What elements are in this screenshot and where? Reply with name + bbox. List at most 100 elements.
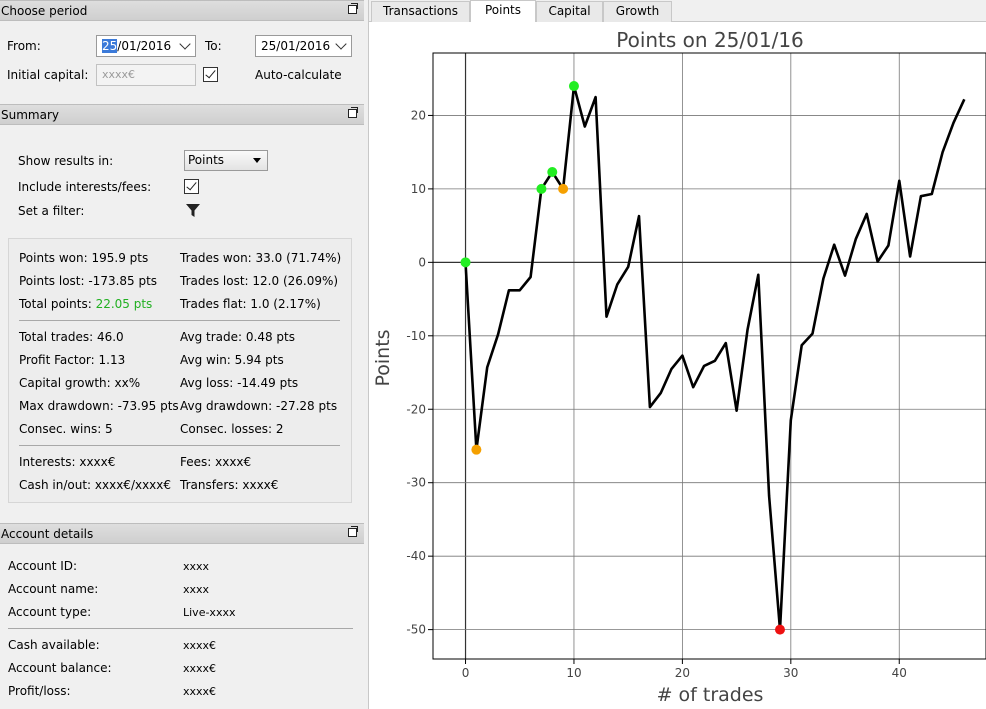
y-tick-label: -40 — [406, 549, 426, 563]
avg-trade: Avg trade: 0.48 pts — [180, 330, 295, 344]
cash-available-value: xxxx€ — [183, 639, 217, 652]
from-date-input[interactable]: 25/01/2016 — [96, 35, 196, 57]
y-tick-label: 10 — [411, 182, 426, 196]
trades-lost: Trades lost: 12.0 (26.09%) — [180, 274, 339, 288]
points-lost: Points lost: -173.85 pts — [19, 274, 158, 288]
chart-panel: Transactions Points Capital Growth 0 10 20… — [368, 0, 986, 709]
account-name-label: Account name: — [8, 582, 99, 596]
dropdown-arrow-icon — [253, 158, 261, 163]
show-results-label: Show results in: — [18, 154, 114, 168]
loss-marker — [471, 444, 482, 455]
tab-capital[interactable]: Capital — [536, 1, 603, 22]
avg-drawdown: Avg drawdown: -27.28 pts — [180, 399, 338, 413]
account-balance-label: Account balance: — [8, 661, 112, 675]
x-tick-label: 40 — [892, 666, 907, 680]
consec-losses: Consec. losses: 2 — [180, 422, 284, 436]
undock-icon[interactable] — [348, 3, 358, 14]
y-tick-label: -10 — [406, 329, 426, 343]
show-results-value: Points — [188, 153, 225, 167]
account-balance-value: xxxx€ — [183, 662, 217, 675]
chart-grid — [433, 53, 986, 659]
x-tick-label: 0 — [462, 666, 470, 680]
initial-capital-label: Initial capital: — [7, 68, 89, 82]
from-date-rest: /01/2016 — [117, 39, 172, 53]
undock-icon[interactable] — [348, 107, 358, 118]
tab-transactions[interactable]: Transactions — [371, 1, 470, 22]
initial-capital-input[interactable]: xxxx€ — [96, 64, 196, 86]
account-type-label: Account type: — [8, 605, 92, 619]
x-axis-label: # of trades — [657, 684, 764, 706]
interests: Interests: xxxx€ — [19, 455, 116, 469]
auto-calculate-checkbox[interactable] — [203, 67, 218, 82]
include-interests-checkbox[interactable] — [184, 179, 199, 194]
undock-icon[interactable] — [348, 526, 358, 537]
total-trades: Total trades: 46.0 — [19, 330, 124, 344]
points-series-line — [464, 84, 966, 631]
y-tick-label: -30 — [406, 476, 426, 490]
fees: Fees: xxxx€ — [180, 455, 252, 469]
transfers: Transfers: xxxx€ — [180, 478, 279, 492]
initial-capital-placeholder: xxxx€ — [102, 68, 136, 81]
account-name-value: xxxx — [183, 583, 210, 596]
x-tick-label: 20 — [675, 666, 690, 680]
trades-flat: Trades flat: 1.0 (2.17%) — [180, 297, 321, 311]
filter-icon[interactable] — [185, 202, 201, 218]
period-section-title: Choose period — [1, 4, 88, 18]
total-points-value: 22.05 pts — [95, 297, 153, 311]
summary-divider — [19, 320, 340, 321]
max-drawdown: Max drawdown: -73.95 pts — [19, 399, 179, 413]
points-chart: 0 10 20 30 40 -50 -40 -30 -20 -10 0 10 20 Points on … — [372, 28, 986, 706]
win-marker — [568, 81, 579, 92]
min-marker — [774, 624, 785, 635]
account-type-value: Live-xxxx — [183, 606, 236, 619]
total-points-label: Total points: — [19, 297, 96, 311]
cash-in-out: Cash in/out: xxxx€/xxxx€ — [19, 478, 172, 492]
capital-growth: Capital growth: xx% — [19, 376, 141, 390]
profit-factor: Profit Factor: 1.13 — [19, 353, 126, 367]
summary-section-title: Summary — [1, 108, 59, 122]
plot-frame — [432, 52, 986, 660]
account-section-title: Account details — [1, 527, 94, 541]
trades-won: Trades won: 33.0 (71.74%) — [180, 251, 342, 265]
y-axis-label: Points — [372, 329, 394, 386]
win-marker — [536, 183, 547, 194]
auto-calculate-label: Auto-calculate — [255, 68, 342, 82]
chevron-down-icon[interactable] — [179, 38, 191, 50]
cash-available-label: Cash available: — [8, 638, 100, 652]
points-won: Points won: 195.9 pts — [19, 251, 149, 265]
show-results-select[interactable]: Points — [184, 150, 268, 171]
account-id-label: Account ID: — [8, 559, 78, 573]
chevron-down-icon[interactable] — [335, 38, 347, 50]
total-points: Total points: 22.05 pts — [19, 297, 152, 311]
tab-points[interactable]: Points — [470, 0, 536, 22]
chart-title: Points on 25/01/16 — [616, 28, 804, 52]
loss-marker — [558, 183, 569, 194]
chart-ticks: 0 10 20 30 40 -50 -40 -30 -20 -10 0 10 20 — [406, 108, 907, 680]
from-date-selected: 25 — [102, 39, 118, 53]
profit-loss-value: xxxx€ — [183, 685, 217, 698]
account-divider — [8, 628, 353, 629]
include-interests-label: Include interests/fees: — [18, 180, 152, 194]
to-date-input[interactable]: 25/01/2016 — [255, 35, 352, 57]
summary-stats-box — [8, 238, 352, 503]
y-tick-label: -50 — [406, 623, 426, 637]
win-marker — [547, 166, 558, 177]
account-id-value: xxxx — [183, 560, 210, 573]
summary-divider — [19, 445, 340, 446]
y-tick-label: -20 — [406, 402, 426, 416]
left-panel: Choose period From: 25/01/2016 To: 25/01… — [0, 0, 364, 709]
period-section-header: Choose period — [0, 0, 364, 21]
avg-loss: Avg loss: -14.49 pts — [180, 376, 299, 390]
to-date-value: 25/01/2016 — [261, 39, 331, 53]
avg-win: Avg win: 5.94 pts — [180, 353, 284, 367]
win-marker — [460, 257, 471, 268]
consec-wins: Consec. wins: 5 — [19, 422, 113, 436]
from-label: From: — [7, 39, 41, 53]
profit-loss-label: Profit/loss: — [8, 684, 71, 698]
tab-growth[interactable]: Growth — [603, 1, 672, 22]
summary-section-header: Summary — [0, 104, 364, 125]
set-filter-label: Set a filter: — [18, 204, 85, 218]
tab-bar: Transactions Points Capital Growth — [369, 0, 986, 22]
chart-markers — [460, 81, 785, 635]
x-tick-label: 10 — [566, 666, 581, 680]
